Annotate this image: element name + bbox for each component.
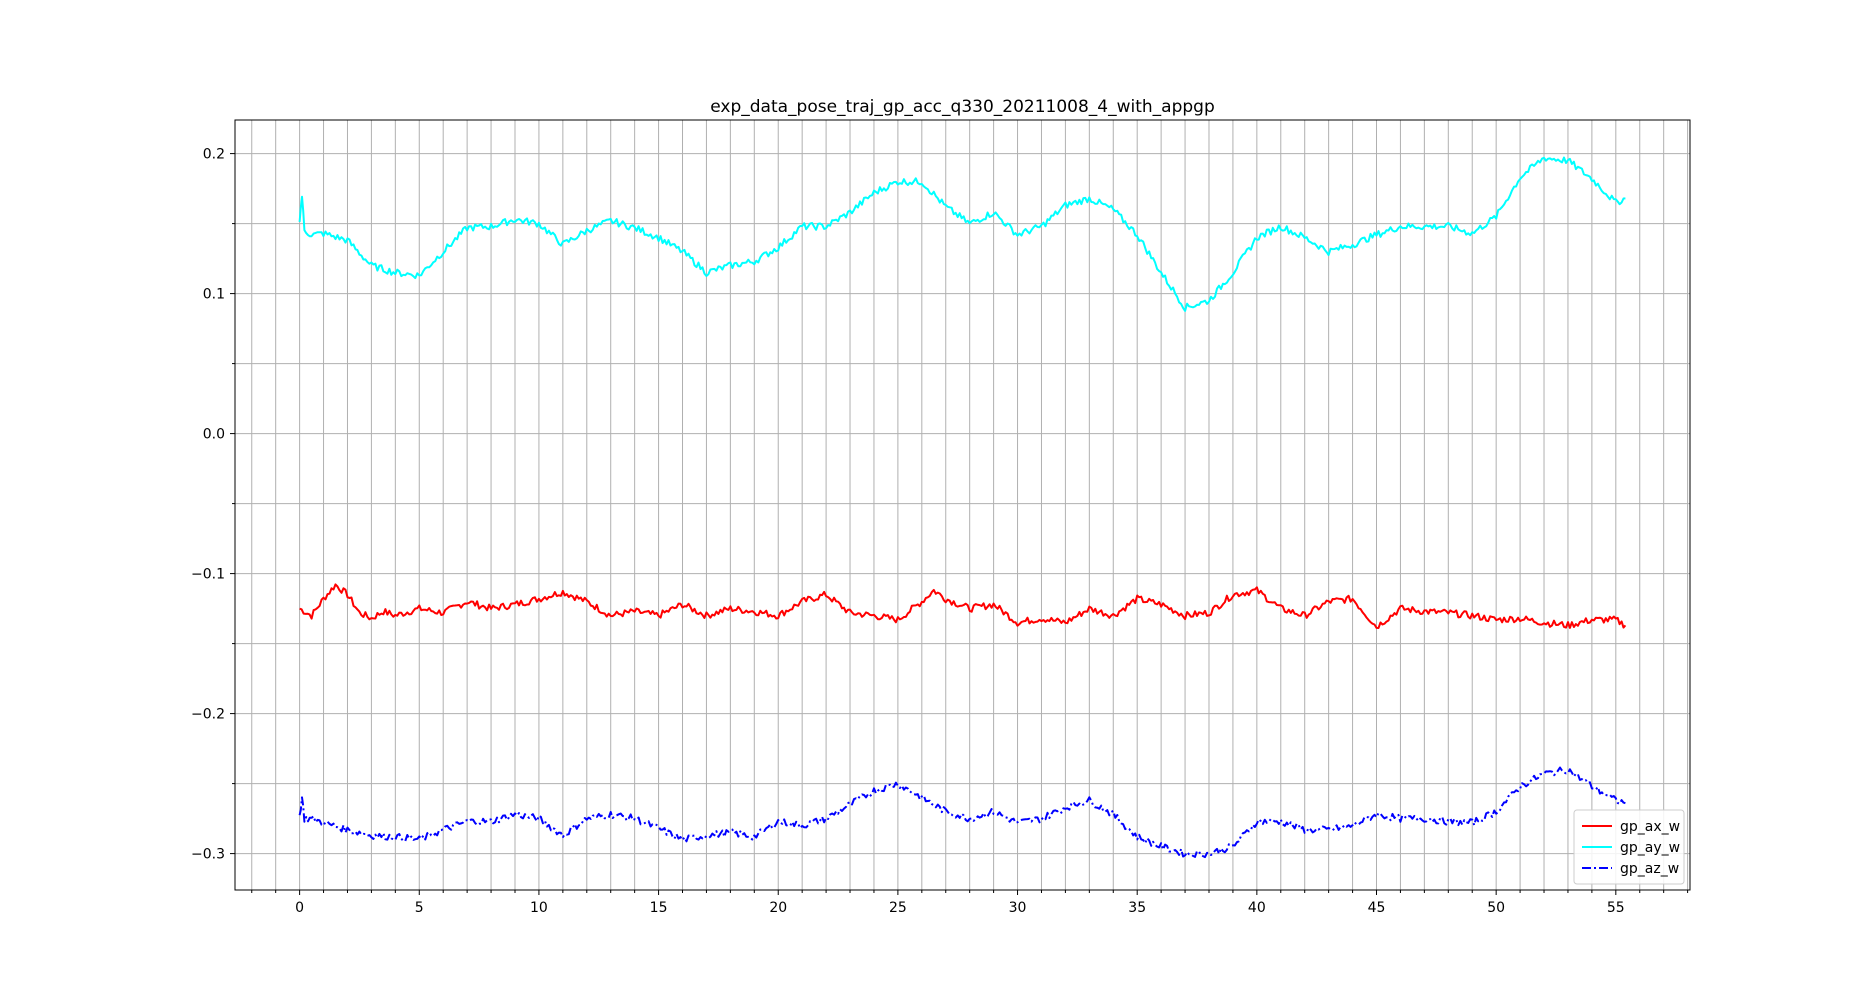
x-tick-label: 50	[1487, 900, 1505, 916]
chart-title: exp_data_pose_traj_gp_acc_q330_20211008_…	[710, 97, 1215, 117]
y-tick-label: −0.2	[191, 707, 225, 723]
x-tick-label: 25	[889, 900, 907, 916]
x-tick-label: 45	[1368, 900, 1386, 916]
legend-label: gp_ax_w	[1620, 819, 1680, 835]
legend-box	[1573, 809, 1685, 885]
axes-frame	[234, 119, 1691, 891]
y-tick-label: 0.2	[203, 147, 225, 163]
series-lines	[298, 156, 1627, 859]
x-tick-label: 5	[415, 900, 424, 916]
y-tick-label: 0.0	[203, 427, 225, 443]
y-tick-label: −0.3	[191, 847, 225, 863]
series-line-gp-ax-w	[299, 583, 1627, 629]
y-tick-label: −0.1	[191, 567, 225, 583]
x-tick-label: 15	[650, 900, 668, 916]
legend: gp_ax_w gp_ay_w gp_az_w	[1573, 809, 1685, 885]
x-tick-label: 0	[295, 900, 304, 916]
series-line-gp-ay-w	[298, 156, 1626, 312]
x-tick-label: 40	[1248, 900, 1266, 916]
x-tick-label: 20	[769, 900, 787, 916]
x-tick-label: 55	[1607, 900, 1625, 916]
legend-label: gp_az_w	[1620, 861, 1679, 877]
legend-label: gp_ay_w	[1620, 840, 1680, 856]
y-tick-label: 0.1	[203, 287, 225, 303]
grid	[235, 120, 1690, 890]
x-tick-label: 35	[1128, 900, 1146, 916]
x-tick-label: 10	[530, 900, 548, 916]
series-line-gp-az-w	[298, 766, 1626, 859]
x-tick-label: 30	[1009, 900, 1027, 916]
ticks: 0 5 10 15 20 25 30 35 40 45 50 55 −0.3 −0.2 −0.1 0.0 0.1…	[191, 147, 1689, 916]
